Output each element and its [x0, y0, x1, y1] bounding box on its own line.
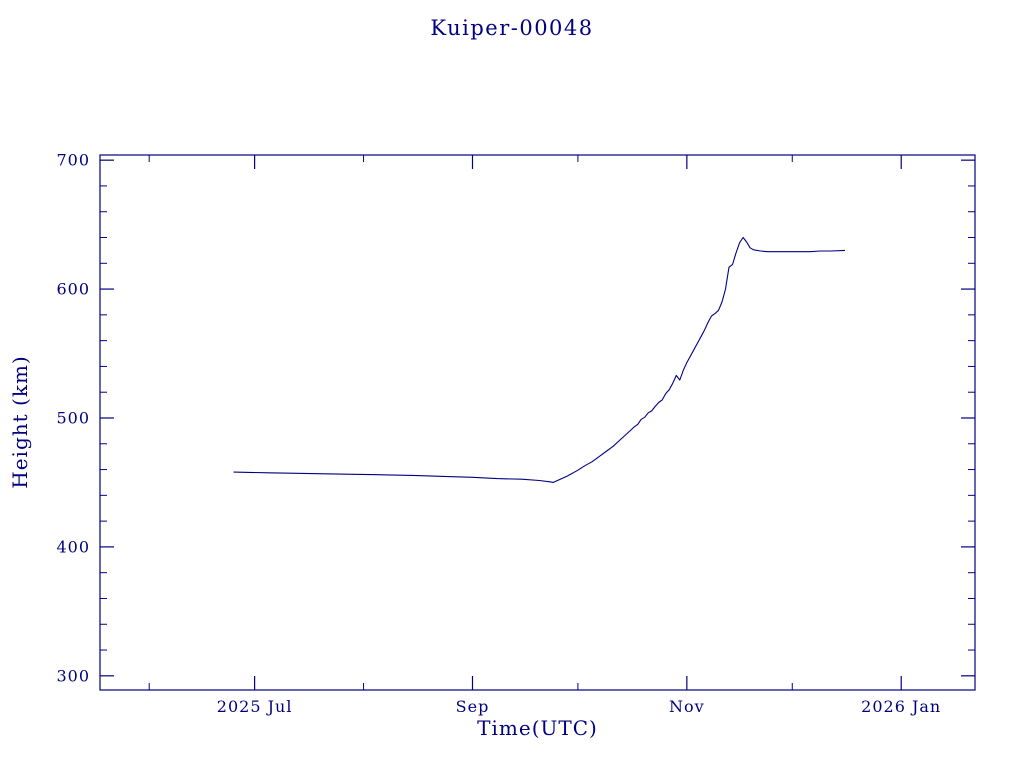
y-tick-label: 400 — [56, 537, 90, 556]
x-tick-label: 2026 Jan — [861, 697, 941, 716]
plot-frame — [99, 154, 976, 691]
data-series-line — [233, 236, 846, 483]
x-axis-label: Time(UTC) — [477, 716, 598, 740]
y-tick-label: 600 — [56, 280, 90, 299]
x-tick-label: Sep — [456, 697, 490, 716]
y-tick-label: 700 — [56, 151, 90, 170]
x-tick-label: Nov — [669, 697, 705, 716]
y-tick-label: 300 — [56, 666, 90, 685]
plot-title: Kuiper-00048 — [430, 16, 594, 40]
y-tick-label: 500 — [56, 408, 90, 427]
x-tick-label: 2025 Jul — [217, 697, 293, 716]
